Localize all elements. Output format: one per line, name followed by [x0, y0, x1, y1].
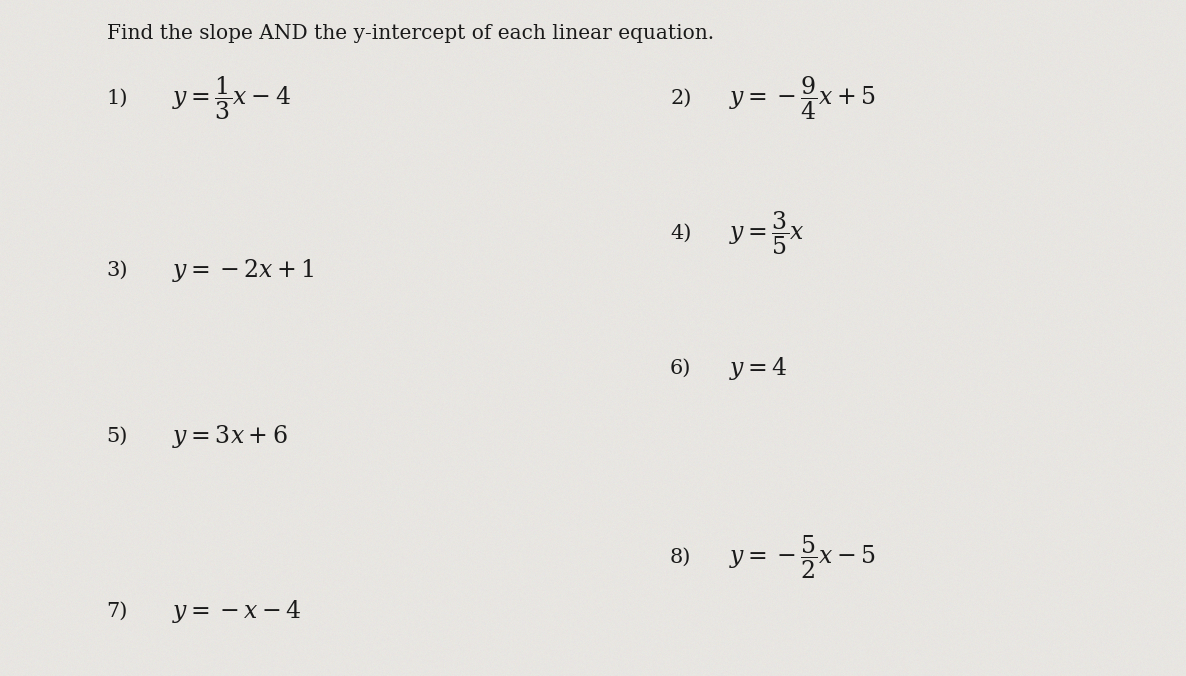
- Text: Find the slope AND the y-intercept of each linear equation.: Find the slope AND the y-intercept of ea…: [107, 24, 714, 43]
- Text: 3): 3): [107, 261, 128, 280]
- Text: 5): 5): [107, 427, 128, 445]
- Text: $y = \dfrac{1}{3}x - 4$: $y = \dfrac{1}{3}x - 4$: [172, 74, 291, 122]
- Text: 6): 6): [670, 359, 691, 378]
- Text: $y = \dfrac{3}{5}x$: $y = \dfrac{3}{5}x$: [729, 210, 805, 257]
- Text: 1): 1): [107, 89, 128, 107]
- Text: $y = 3x + 6$: $y = 3x + 6$: [172, 422, 288, 450]
- Text: $y = -\dfrac{5}{2}x - 5$: $y = -\dfrac{5}{2}x - 5$: [729, 534, 876, 581]
- Text: $y = 4$: $y = 4$: [729, 355, 789, 382]
- Text: 8): 8): [670, 548, 691, 567]
- Text: 4): 4): [670, 224, 691, 243]
- Text: $y = -2x + 1$: $y = -2x + 1$: [172, 257, 314, 284]
- Text: 7): 7): [107, 602, 128, 621]
- Text: 2): 2): [670, 89, 691, 107]
- Text: $y = -x - 4$: $y = -x - 4$: [172, 598, 301, 625]
- Text: $y = -\dfrac{9}{4}x + 5$: $y = -\dfrac{9}{4}x + 5$: [729, 74, 876, 122]
